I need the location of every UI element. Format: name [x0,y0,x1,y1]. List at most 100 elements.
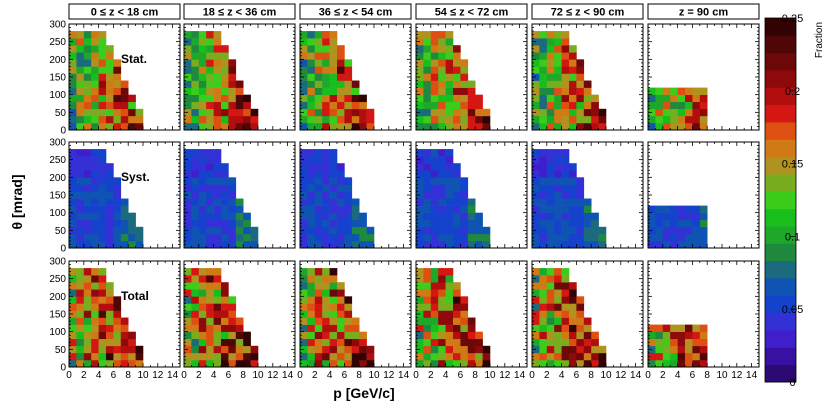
heatmap-cell [184,184,192,192]
heatmap-cell [337,87,345,95]
heatmap-cell [184,233,192,242]
x-axis-title: p [GeV/c] [333,385,394,401]
heatmap-cell [307,163,316,171]
heatmap-cell [329,122,338,131]
heatmap-cell [314,115,323,124]
heatmap-cell [337,66,345,74]
heatmap-cell [322,345,330,354]
heatmap-cell [213,345,222,354]
heatmap-cell [655,94,664,103]
heatmap-cell [329,31,338,39]
heatmap-cell [423,108,432,117]
heatmap-cell [184,240,192,249]
heatmap-cell [655,352,664,361]
heatmap-cell [76,212,85,221]
heatmap-cell [106,240,114,249]
heatmap-cell [307,108,316,117]
heatmap-cell [184,94,192,103]
colorbar-segment [765,52,796,71]
heatmap-cell [184,289,192,297]
heatmap-cell [554,233,562,242]
heatmap-cell [198,289,207,297]
heatmap-cell [576,198,585,206]
heatmap-cell [329,359,338,368]
heatmap-cell [692,324,701,332]
heatmap-cell [76,177,85,185]
heatmap-cell [453,296,461,304]
heatmap-cell [76,310,85,318]
heatmap-cell [569,108,577,117]
heatmap-cell [569,94,577,103]
heatmap-cell [662,122,671,131]
heatmap-cell [467,212,476,221]
heatmap-cell [453,345,461,354]
heatmap-cell [445,275,454,283]
heatmap-cell [445,324,454,332]
heatmap-cell [113,345,122,354]
heatmap-cell [685,108,693,117]
heatmap-cell [344,338,353,347]
heatmap-cell [314,45,323,53]
heatmap-cell [120,331,129,340]
heatmap-cell [83,275,92,283]
heatmap-cell [113,310,122,318]
heatmap-cell [91,177,99,185]
heatmap-cell [221,219,229,228]
heatmap-cell [120,212,129,221]
heatmap-cell [337,59,345,67]
heatmap-cell [670,338,678,347]
heatmap-cell [539,219,548,228]
heatmap-cell [561,338,570,347]
heatmap-cell [445,73,454,81]
heatmap-cell [576,226,585,235]
heatmap-cell [583,122,592,131]
heatmap-cell [337,184,345,192]
heatmap-cell [366,115,375,124]
heatmap-cell [699,122,708,131]
heatmap-cell [213,338,222,347]
heatmap-cell [250,345,259,354]
heatmap-cell [692,122,701,131]
heatmap-cell [191,170,200,178]
heatmap-cell [213,268,222,276]
heatmap-cell [76,268,85,276]
heatmap-cell [198,122,207,131]
heatmap-cell [322,317,330,325]
heatmap-cell [337,331,345,340]
heatmap-cell [598,359,607,368]
heatmap-cell [307,59,316,67]
heatmap-cell [221,359,229,368]
heatmap-cell [423,268,432,276]
heatmap-cell [83,31,92,39]
heatmap-cell [467,80,476,88]
heatmap-cell [329,59,338,67]
heatmap-cell [206,94,214,103]
y-tick-label: 200 [49,55,66,66]
heatmap-cell [314,338,323,347]
heatmap-cell [670,122,678,131]
heatmap-cell [677,345,686,354]
heatmap-cell [475,240,483,249]
heatmap-cell [106,191,114,199]
heatmap-cell [445,282,454,290]
heatmap-cell [344,108,353,117]
heatmap-cell [83,324,92,332]
heatmap-cell [546,59,555,67]
heatmap-cell [423,163,432,171]
heatmap-cell [561,296,570,304]
heatmap-cell [243,94,251,103]
heatmap-cell [423,289,432,297]
heatmap-cell [344,233,353,242]
heatmap-cell [113,352,122,361]
heatmap-cell [546,282,555,290]
heatmap-cell [83,205,92,213]
heatmap-cell [191,268,200,276]
heatmap-cell [344,345,353,354]
heatmap-cell [91,310,99,318]
heatmap-cell [416,303,424,311]
heatmap-cell [576,94,585,103]
heatmap-cell [359,331,367,340]
heatmap-cell [235,87,244,95]
heatmap-cell [322,324,330,332]
